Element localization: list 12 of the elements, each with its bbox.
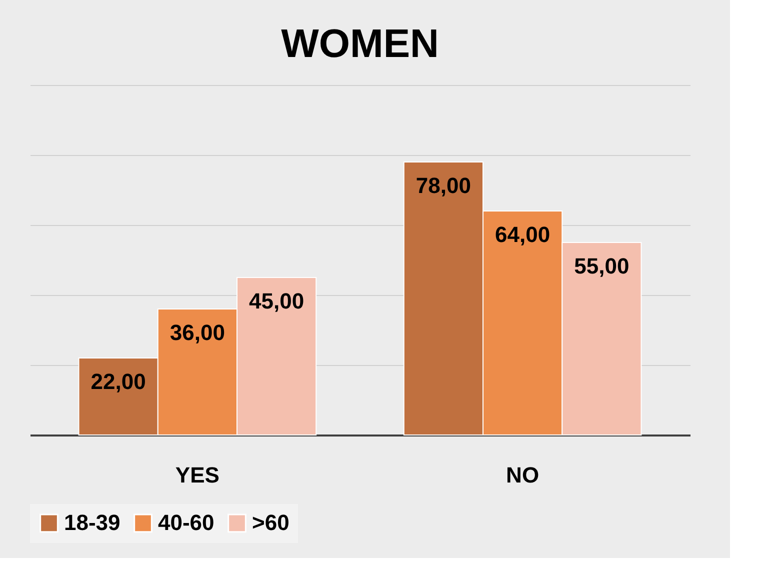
data-label: 22,00: [90, 369, 146, 394]
data-label: 64,00: [495, 222, 550, 247]
legend-label: 40-60: [158, 510, 214, 536]
data-label: 36,00: [170, 320, 225, 345]
data-label: 78,00: [416, 173, 471, 198]
chart-title: WOMEN: [281, 22, 439, 66]
legend-label: 18-39: [64, 510, 120, 536]
x-tick-label: NO: [506, 462, 540, 488]
legend-label: >60: [252, 510, 290, 536]
data-label: 45,00: [249, 288, 304, 314]
data-label: 55,00: [574, 254, 630, 278]
x-tick-label: YES: [175, 462, 220, 488]
